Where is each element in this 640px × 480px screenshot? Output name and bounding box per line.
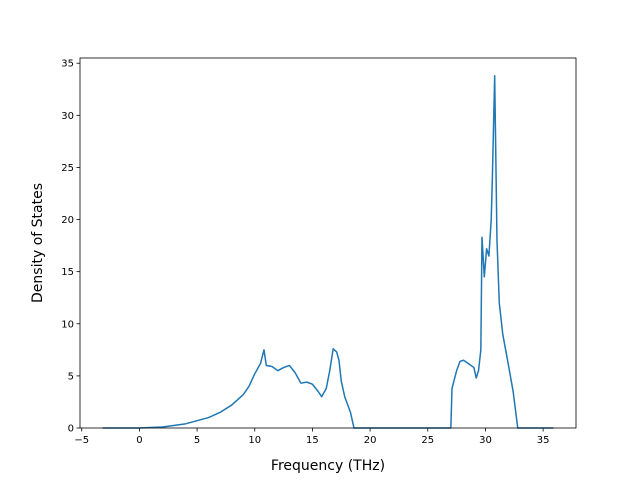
x-tick-label: 10 xyxy=(248,435,261,446)
x-tick-label: 20 xyxy=(364,435,377,446)
x-axis-label: Frequency (THz) xyxy=(271,458,385,474)
y-axis-label: Density of States xyxy=(30,183,46,303)
y-tick-label: 25 xyxy=(61,163,74,174)
x-tick-label: 15 xyxy=(306,435,319,446)
y-tick-label: 35 xyxy=(61,59,74,70)
y-tick-label: 20 xyxy=(61,215,74,226)
y-tick-label: 5 xyxy=(68,371,74,382)
data-line xyxy=(102,74,554,429)
x-tick-label: 5 xyxy=(194,435,200,446)
y-tick-label: 15 xyxy=(61,267,74,278)
x-tick-label: 30 xyxy=(479,435,492,446)
y-tick-label: 30 xyxy=(61,111,74,122)
plot-frame xyxy=(79,57,577,429)
x-tick-label: 35 xyxy=(537,435,550,446)
x-tick-label: 0 xyxy=(136,435,142,446)
y-tick-label: 10 xyxy=(61,319,74,330)
x-tick-label: 25 xyxy=(421,435,434,446)
y-tick-label: 0 xyxy=(68,424,74,435)
x-tick-label: −5 xyxy=(74,435,89,446)
